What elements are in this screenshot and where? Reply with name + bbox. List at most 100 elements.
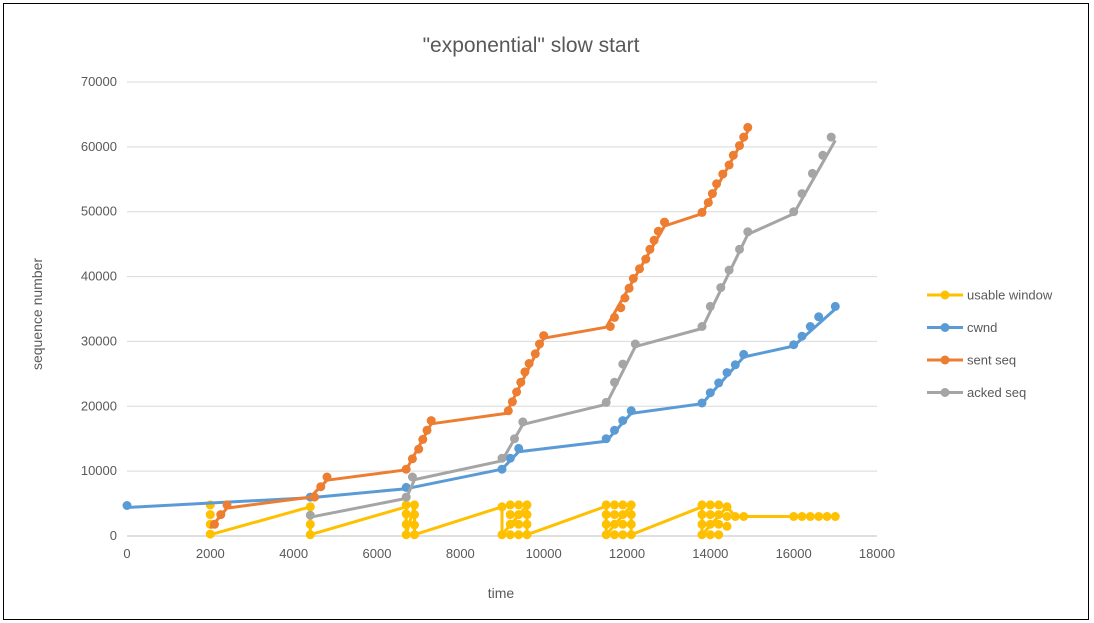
data-point-sent-seq [707, 189, 717, 199]
legend-item-cwnd: cwnd [927, 320, 997, 335]
y-tick-label: 20000 [81, 398, 117, 413]
data-point-sent-seq [535, 339, 544, 349]
data-point-usable-window [514, 510, 524, 520]
legend-swatch-marker [940, 323, 950, 332]
x-tick-label: 18000 [859, 546, 895, 561]
legend-swatch-marker [940, 355, 950, 365]
data-point-sent-seq [422, 425, 432, 435]
data-point-usable-window [714, 510, 724, 520]
data-point-usable-window [722, 521, 732, 531]
series-usable-window [205, 500, 840, 540]
data-point-acked-seq [724, 265, 734, 275]
data-point-acked-seq [735, 244, 744, 254]
x-tick-label: 10000 [526, 546, 562, 561]
legend-swatch-marker [940, 290, 950, 300]
data-point-usable-window [705, 500, 715, 510]
data-point-usable-window [626, 519, 636, 529]
data-point-sent-seq [530, 349, 540, 359]
y-tick-label: 30000 [81, 333, 117, 348]
data-point-usable-window [714, 519, 724, 529]
data-point-sent-seq [222, 500, 232, 510]
data-point-acked-seq [697, 322, 707, 331]
data-point-usable-window [610, 510, 619, 520]
data-point-acked-seq [510, 434, 519, 444]
data-point-usable-window [722, 512, 732, 521]
x-tick-label: 6000 [363, 546, 392, 561]
data-point-usable-window [610, 500, 619, 510]
data-point-cwnd [789, 340, 799, 350]
data-point-usable-window [618, 510, 628, 520]
data-point-sent-seq [735, 141, 744, 151]
data-point-acked-seq [807, 168, 817, 178]
data-point-sent-seq [418, 434, 428, 444]
chart-title: "exponential" slow start [423, 34, 640, 57]
data-point-cwnd [505, 453, 515, 463]
data-point-sent-seq [628, 274, 638, 283]
data-point-usable-window [610, 519, 619, 529]
data-point-acked-seq [818, 150, 828, 160]
x-tick-label: 0 [123, 546, 130, 561]
data-point-usable-window [797, 512, 807, 521]
data-point-cwnd [514, 443, 524, 453]
x-tick-label: 8000 [446, 546, 475, 561]
data-point-usable-window [401, 500, 411, 510]
data-point-cwnd [797, 331, 807, 341]
data-point-cwnd [610, 425, 619, 435]
legend-item-sent-seq: sent seq [927, 353, 1016, 368]
data-point-sent-seq [739, 132, 749, 142]
data-point-usable-window [505, 500, 515, 510]
data-point-sent-seq [516, 377, 526, 387]
data-point-acked-seq [610, 377, 619, 387]
data-point-cwnd [705, 388, 715, 398]
data-point-usable-window [705, 530, 715, 540]
data-point-usable-window [505, 510, 515, 520]
data-point-usable-window [514, 530, 524, 540]
series-cwnd [122, 301, 840, 510]
data-point-usable-window [522, 500, 532, 510]
data-point-usable-window [830, 512, 840, 521]
data-point-usable-window [514, 500, 524, 510]
data-point-sent-seq [414, 444, 424, 454]
data-point-cwnd [618, 416, 628, 426]
data-point-usable-window [410, 500, 419, 510]
data-point-sent-seq [524, 359, 534, 368]
data-point-usable-window [697, 519, 707, 529]
data-point-acked-seq [716, 283, 726, 293]
series-line-sent-seq [209, 130, 750, 530]
data-point-usable-window [714, 500, 724, 510]
data-point-cwnd [830, 301, 840, 311]
data-point-sent-seq [724, 160, 734, 170]
data-point-usable-window [401, 509, 411, 519]
data-point-cwnd [601, 434, 611, 444]
data-point-cwnd [730, 360, 740, 370]
x-tick-label: 4000 [279, 546, 308, 561]
data-point-usable-window [505, 530, 515, 540]
x-tick-label: 2000 [196, 546, 225, 561]
y-tick-label: 60000 [81, 139, 117, 154]
data-point-usable-window [401, 530, 411, 540]
data-point-usable-window [522, 530, 532, 540]
data-point-sent-seq [620, 293, 630, 303]
series-sent-seq [209, 122, 753, 530]
data-point-usable-window [722, 502, 732, 512]
data-point-sent-seq [316, 482, 326, 492]
data-point-usable-window [610, 530, 619, 540]
data-point-usable-window [789, 512, 799, 521]
data-point-sent-seq [743, 122, 753, 132]
data-point-usable-window [626, 530, 636, 540]
data-point-cwnd [497, 464, 507, 474]
data-point-sent-seq [697, 207, 707, 217]
y-tick-label: 40000 [81, 269, 117, 284]
data-point-sent-seq [653, 226, 663, 236]
data-point-acked-seq [630, 339, 640, 349]
data-point-acked-seq [789, 207, 799, 217]
data-point-usable-window [730, 512, 740, 521]
y-tick-label: 70000 [81, 74, 117, 89]
data-point-usable-window [601, 510, 611, 520]
data-point-sent-seq [616, 303, 626, 313]
data-point-sent-seq [503, 406, 513, 416]
data-point-acked-seq [797, 189, 807, 199]
data-point-usable-window [497, 530, 507, 540]
data-point-usable-window [601, 500, 611, 510]
data-point-usable-window [697, 510, 707, 520]
